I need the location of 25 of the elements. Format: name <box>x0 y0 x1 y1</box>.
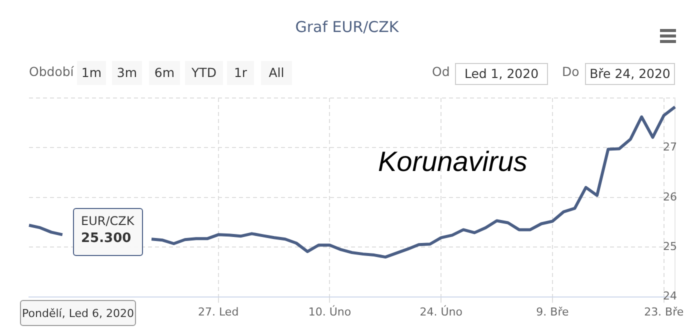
annotation: Korunavirus <box>378 146 528 178</box>
y-tick-label: 24 <box>663 290 677 303</box>
annotation: 25.300 <box>81 231 132 246</box>
text: Období <box>29 64 74 79</box>
x-tick-label: 10. Úno <box>308 304 352 318</box>
y-tick-label: 25 <box>663 240 677 253</box>
text: 3m <box>112 61 142 85</box>
text: YTD <box>185 61 223 85</box>
chart-title: Graf EUR/CZK <box>294 18 400 36</box>
x-tick-label: 23. Bře <box>644 305 684 318</box>
annotation: EUR/CZK <box>81 214 134 228</box>
x-tick-label: 9. Bře <box>536 305 570 318</box>
text: Do <box>562 64 580 79</box>
x-tick-label: 27. Led <box>198 305 239 318</box>
text: 1r <box>227 61 254 85</box>
text: Od <box>432 64 450 79</box>
x-tick-label: 24. Úno <box>420 304 463 318</box>
text: Led 1, 2020 <box>455 63 548 85</box>
text: Pondělí, Led 6, 2020 <box>20 300 136 326</box>
text: Bře 24, 2020 <box>585 63 675 85</box>
text: All <box>261 61 292 85</box>
y-tick-label: 27 <box>663 140 677 154</box>
text: 6m <box>149 61 180 85</box>
y-tick-label: 26 <box>663 190 677 204</box>
text: 1m <box>77 61 106 85</box>
